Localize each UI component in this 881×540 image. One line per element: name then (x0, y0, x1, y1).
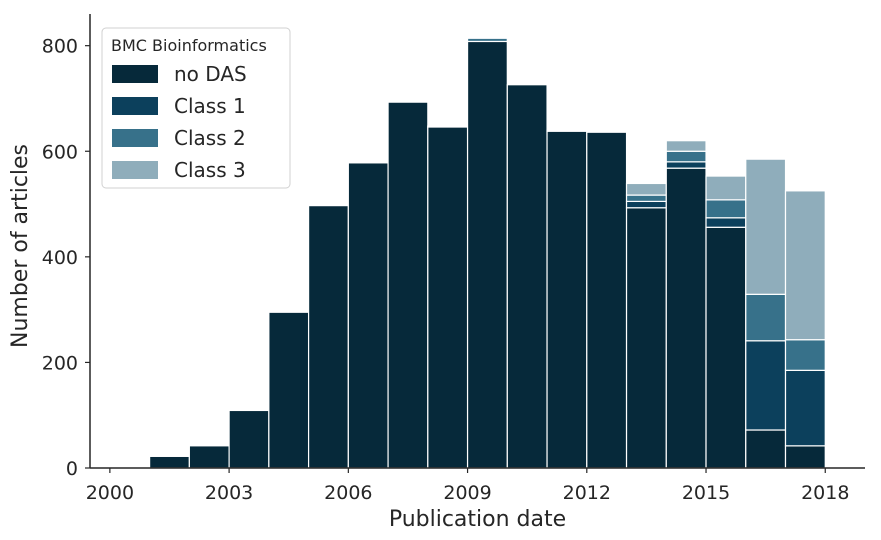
bar-2007-series-0 (387, 101, 429, 469)
bar-2013-series-2 (625, 194, 667, 203)
bar-2006-series-0 (347, 162, 389, 469)
legend-label: Class 2 (174, 126, 246, 150)
bar-2016-series-2 (745, 293, 787, 342)
legend-swatch (112, 129, 158, 147)
bar-2017-series-2 (784, 339, 826, 371)
bar-2015-series-1 (705, 217, 747, 228)
bar-2004-series-0 (268, 311, 310, 469)
x-tick-label: 2015 (682, 482, 730, 504)
bar-2017-series-1 (784, 369, 826, 447)
axes-group (89, 14, 865, 469)
x-tick-label: 2012 (563, 482, 611, 504)
x-tick-label: 2009 (443, 482, 491, 504)
bar-2014-series-1 (665, 161, 707, 169)
legend-label: Class 1 (174, 94, 246, 118)
bar-2008-series-0 (427, 126, 469, 469)
x-tick-label: 2003 (205, 482, 253, 504)
bar-2014-series-0 (665, 167, 707, 469)
x-axis-label: Publication date (389, 507, 566, 532)
bar-2015-series-2 (705, 199, 747, 219)
y-tick-labels: 0 200 400 600 800 (42, 36, 90, 480)
bar-2015-series-3 (705, 175, 747, 201)
bar-2015-series-0 (705, 226, 747, 469)
bar-2008-series-3 (427, 125, 469, 128)
bar-2013-series-3 (625, 182, 667, 196)
bar-2017-series-0 (784, 445, 826, 469)
bar-2010-series-0 (506, 84, 548, 469)
bar-2016-series-1 (745, 340, 787, 431)
y-tick-label: 200 (42, 352, 78, 374)
y-tick-label: 400 (42, 247, 78, 269)
legend-swatch (112, 97, 158, 115)
bar-2011-series-3 (546, 129, 588, 132)
bar-2013-series-1 (625, 200, 667, 209)
legend: BMC Bioinformatics no DAS Class 1 Class 2 C… (101, 27, 291, 189)
bar-2001-series-0 (149, 455, 190, 469)
bar-2005-series-0 (307, 205, 349, 469)
y-tick-label: 0 (66, 458, 78, 480)
x-tick-labels: 2000 2003 2006 2009 2012 2015 2018 (86, 468, 849, 504)
bar-2009-series-0 (466, 40, 508, 469)
bar-2012-series-0 (586, 131, 628, 469)
bar-2014-series-2 (665, 150, 707, 163)
x-tick-label: 2000 (86, 482, 134, 504)
bar-2013-series-0 (625, 207, 667, 469)
bar-2014-series-3 (665, 140, 707, 152)
legend-items: no DAS Class 1 Class 2 Class 3 (112, 62, 247, 182)
bar-2016-series-3 (745, 158, 787, 295)
bar-2011-series-0 (546, 130, 588, 469)
bar-2017-series-3 (784, 190, 826, 341)
y-tick-label: 600 (42, 141, 78, 163)
bar-2009-series-2 (466, 37, 508, 43)
legend-title: BMC Bioinformatics (111, 36, 267, 55)
x-tick-label: 2006 (324, 482, 372, 504)
bars-group (149, 37, 826, 469)
bar-2003-series-0 (228, 409, 270, 469)
legend-label: Class 3 (174, 158, 246, 182)
legend-swatch (112, 65, 158, 83)
y-axis-label: Number of articles (8, 144, 33, 348)
bar-2016-series-0 (745, 429, 787, 469)
legend-swatch (112, 161, 158, 179)
legend-label: no DAS (174, 62, 247, 86)
x-tick-label: 2018 (801, 482, 849, 504)
bar-2002-series-0 (188, 445, 230, 469)
y-tick-label: 800 (42, 36, 78, 58)
